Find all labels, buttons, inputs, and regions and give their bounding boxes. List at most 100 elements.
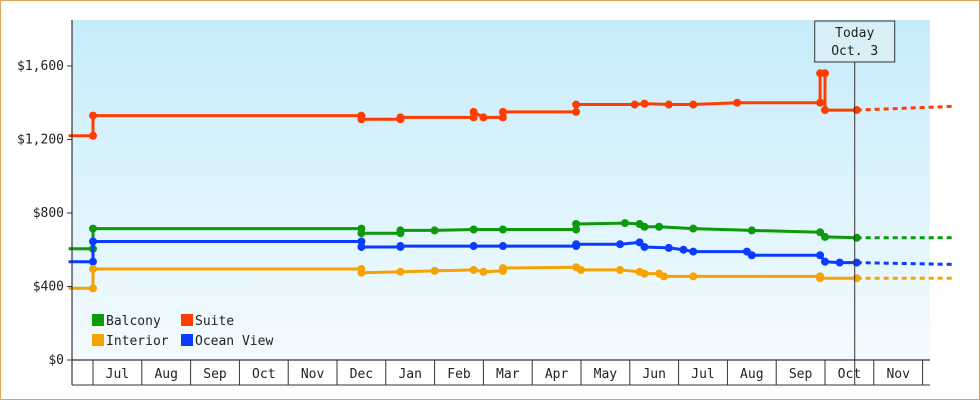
x-tick-label: Jun bbox=[642, 367, 665, 382]
legend-label: Ocean View bbox=[195, 334, 273, 349]
data-point[interactable] bbox=[89, 224, 97, 233]
data-point[interactable] bbox=[89, 265, 97, 274]
data-point[interactable] bbox=[577, 265, 585, 274]
data-point[interactable] bbox=[821, 106, 829, 115]
data-point[interactable] bbox=[689, 247, 698, 256]
data-point[interactable] bbox=[469, 107, 478, 116]
data-point[interactable] bbox=[747, 226, 756, 235]
data-point[interactable] bbox=[89, 237, 97, 246]
x-tick-label: Feb bbox=[447, 367, 471, 382]
data-point[interactable] bbox=[396, 113, 405, 122]
data-point[interactable] bbox=[479, 113, 488, 122]
data-point[interactable] bbox=[572, 100, 581, 109]
data-point[interactable] bbox=[816, 274, 825, 283]
data-point[interactable] bbox=[664, 243, 673, 252]
legend-label: Interior bbox=[106, 334, 169, 349]
data-point[interactable] bbox=[357, 229, 366, 238]
data-point[interactable] bbox=[664, 100, 673, 109]
data-point[interactable] bbox=[733, 98, 742, 107]
data-point[interactable] bbox=[620, 219, 629, 228]
data-point[interactable] bbox=[816, 251, 825, 260]
legend-item-ocean-view[interactable]: Ocean View bbox=[181, 334, 273, 349]
y-tick-label: $1,600 bbox=[17, 59, 64, 74]
data-point[interactable] bbox=[835, 258, 844, 267]
data-point[interactable] bbox=[572, 225, 581, 234]
today-date: Oct. 3 bbox=[831, 44, 878, 59]
x-tick-label: Apr bbox=[545, 367, 569, 382]
data-point[interactable] bbox=[357, 115, 366, 124]
y-tick-label: $1,200 bbox=[17, 132, 64, 147]
data-point[interactable] bbox=[640, 99, 649, 108]
data-point[interactable] bbox=[821, 69, 829, 78]
data-point[interactable] bbox=[89, 131, 97, 140]
data-point[interactable] bbox=[689, 100, 698, 109]
data-point[interactable] bbox=[852, 233, 861, 242]
legend-swatch bbox=[92, 314, 104, 326]
data-point[interactable] bbox=[572, 240, 581, 249]
x-tick-label: Nov bbox=[886, 367, 910, 382]
data-point[interactable] bbox=[430, 226, 439, 235]
data-point[interactable] bbox=[821, 232, 829, 241]
data-point[interactable] bbox=[498, 242, 507, 251]
data-point[interactable] bbox=[498, 113, 507, 122]
x-tick-label: Jul bbox=[106, 367, 129, 382]
data-point[interactable] bbox=[640, 242, 649, 251]
data-point[interactable] bbox=[396, 226, 405, 235]
data-point[interactable] bbox=[357, 242, 366, 251]
data-point[interactable] bbox=[747, 251, 756, 260]
series-layer bbox=[68, 69, 952, 293]
data-point[interactable] bbox=[852, 106, 861, 115]
series-balcony bbox=[68, 219, 952, 253]
data-point[interactable] bbox=[469, 242, 478, 251]
data-point[interactable] bbox=[616, 265, 625, 274]
data-point[interactable] bbox=[852, 258, 861, 267]
data-point[interactable] bbox=[469, 265, 478, 274]
data-point[interactable] bbox=[572, 220, 581, 228]
data-point[interactable] bbox=[498, 264, 507, 273]
data-point[interactable] bbox=[679, 245, 688, 254]
legend-item-suite[interactable]: Suite bbox=[181, 314, 234, 329]
data-point[interactable] bbox=[659, 272, 668, 281]
data-point[interactable] bbox=[689, 272, 698, 281]
x-tick-label: Oct bbox=[252, 367, 275, 382]
data-point[interactable] bbox=[498, 225, 507, 234]
data-point[interactable] bbox=[396, 267, 405, 276]
x-tick-label: Sep bbox=[789, 367, 813, 382]
series-forecast-line bbox=[856, 261, 952, 266]
data-point[interactable] bbox=[89, 257, 97, 266]
y-tick-label: $0 bbox=[48, 353, 64, 368]
legend-item-balcony[interactable]: Balcony bbox=[92, 314, 161, 329]
data-point[interactable] bbox=[89, 284, 97, 293]
y-tick-label: $800 bbox=[33, 206, 64, 221]
x-tick-label: May bbox=[594, 367, 618, 382]
data-point[interactable] bbox=[430, 266, 439, 275]
data-point[interactable] bbox=[640, 269, 649, 278]
data-point[interactable] bbox=[357, 268, 366, 277]
legend-swatch bbox=[181, 334, 193, 346]
data-point[interactable] bbox=[816, 98, 825, 107]
data-point[interactable] bbox=[640, 222, 649, 231]
data-point[interactable] bbox=[655, 222, 664, 231]
data-point[interactable] bbox=[616, 240, 625, 249]
data-point[interactable] bbox=[469, 225, 478, 234]
legend-label: Balcony bbox=[106, 314, 161, 329]
data-point[interactable] bbox=[357, 237, 366, 246]
series-forecast-line bbox=[856, 104, 952, 112]
data-point[interactable] bbox=[498, 107, 507, 116]
data-point[interactable] bbox=[689, 224, 698, 233]
data-point[interactable] bbox=[89, 111, 97, 120]
x-tick-label: Dec bbox=[350, 367, 373, 382]
today-marker: Today Oct. 3 bbox=[814, 20, 896, 385]
data-point[interactable] bbox=[630, 100, 639, 109]
x-tick-label: Jul bbox=[691, 367, 714, 382]
data-point[interactable] bbox=[821, 257, 829, 266]
data-point[interactable] bbox=[396, 242, 405, 251]
data-point[interactable] bbox=[469, 113, 478, 122]
legend-item-interior[interactable]: Interior bbox=[92, 334, 169, 349]
data-point[interactable] bbox=[852, 274, 861, 283]
today-box bbox=[814, 20, 896, 63]
legend: Balcony Suite Interior Ocean View bbox=[92, 314, 273, 349]
data-point[interactable] bbox=[572, 107, 581, 116]
series-interior bbox=[68, 263, 952, 293]
data-point[interactable] bbox=[479, 267, 488, 276]
